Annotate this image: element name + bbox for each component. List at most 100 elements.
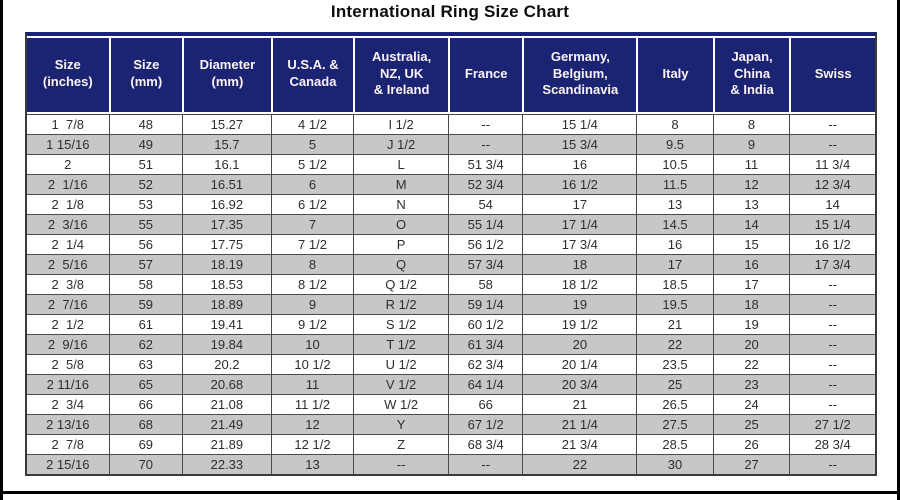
table-cell: -- <box>789 394 875 414</box>
table-cell: -- <box>789 274 875 294</box>
table-cell: 2 7/8 <box>27 434 109 454</box>
table-cell: 19.84 <box>182 334 271 354</box>
table-cell: 2 1/16 <box>27 174 109 194</box>
table-cell: 23 <box>712 374 790 394</box>
table-cell: 19.41 <box>182 314 271 334</box>
table-cell: 7 <box>270 214 354 234</box>
table-cell: 10.5 <box>636 154 713 174</box>
table-cell: 18.5 <box>636 274 713 294</box>
table-header: Size (inches) Size (mm) Diameter (mm) U.S.A… <box>27 36 875 114</box>
table-cell: 15 <box>712 234 790 254</box>
table-cell: 51 3/4 <box>447 154 523 174</box>
table-cell: 9 <box>712 134 790 154</box>
header-cell: Diameter (mm) <box>182 36 271 114</box>
table-cell: T 1/2 <box>353 334 448 354</box>
table-cell: 15.7 <box>182 134 271 154</box>
table-cell: 22 <box>636 334 713 354</box>
table-cell: 17 1/4 <box>522 214 637 234</box>
table-cell: 6 1/2 <box>270 194 354 214</box>
table-cell: 55 1/4 <box>447 214 523 234</box>
table-cell: 57 <box>108 254 183 274</box>
table-cell: Q 1/2 <box>353 274 448 294</box>
table-cell: S 1/2 <box>353 314 448 334</box>
table-cell: 66 <box>447 394 523 414</box>
table-row: 2 7/16 59 18.89 9 R 1/2 59 1/4 19 19.5 18 -- <box>27 294 875 314</box>
table-row: 1 15/16 49 15.7 5 J 1/2 -- 15 3/4 9.5 9 -- <box>27 134 875 154</box>
table-cell: 6 <box>270 174 354 194</box>
table-cell: 24 <box>712 394 790 414</box>
table-cell: 57 3/4 <box>447 254 523 274</box>
table-cell: 2 3/16 <box>27 214 109 234</box>
table-cell: 14 <box>712 214 790 234</box>
table-cell: W 1/2 <box>353 394 448 414</box>
table-cell: -- <box>789 114 875 134</box>
table-cell: 16 <box>712 254 790 274</box>
table-cell: -- <box>447 454 523 474</box>
table-cell: 59 1/4 <box>447 294 523 314</box>
table-cell: 18 <box>522 254 637 274</box>
table-cell: 18.89 <box>182 294 271 314</box>
table-cell: 16 <box>522 154 637 174</box>
table-cell: -- <box>789 374 875 394</box>
table-cell: 2 15/16 <box>27 454 109 474</box>
ring-size-table: Size (inches) Size (mm) Diameter (mm) U.S.A… <box>25 32 877 476</box>
table-cell: 13 <box>270 454 354 474</box>
table-cell: 55 <box>108 214 183 234</box>
table-cell: 20 3/4 <box>522 374 637 394</box>
table-cell: 52 3/4 <box>447 174 523 194</box>
header-cell: Australia, NZ, UK & Ireland <box>353 36 448 114</box>
table-cell: 69 <box>108 434 183 454</box>
table-cell: 21.08 <box>182 394 271 414</box>
table-cell: 15.27 <box>182 114 271 134</box>
header-cell: Size (inches) <box>27 36 109 114</box>
table-cell: 22.33 <box>182 454 271 474</box>
table-cell: 67 1/2 <box>447 414 523 434</box>
table-cell: 2 7/16 <box>27 294 109 314</box>
header-cell: Size (mm) <box>108 36 183 114</box>
table-cell: 7 1/2 <box>270 234 354 254</box>
table-cell: 11 3/4 <box>789 154 875 174</box>
table-cell: 11.5 <box>636 174 713 194</box>
table-cell: L <box>353 154 448 174</box>
table-cell: 70 <box>108 454 183 474</box>
table-cell: R 1/2 <box>353 294 448 314</box>
table-cell: 21.89 <box>182 434 271 454</box>
table-cell: 21 1/4 <box>522 414 637 434</box>
table-cell: 17.35 <box>182 214 271 234</box>
table-cell: 16 <box>636 234 713 254</box>
table-cell: 2 1/2 <box>27 314 109 334</box>
table-cell: 19.5 <box>636 294 713 314</box>
table-row: 2 5/16 57 18.19 8 Q 57 3/4 18 17 16 17 3/4 <box>27 254 875 274</box>
table-cell: 27.5 <box>636 414 713 434</box>
table-cell: 65 <box>108 374 183 394</box>
table-cell: 20 <box>522 334 637 354</box>
table-cell: 30 <box>636 454 713 474</box>
table-row: 1 7/8 48 15.27 4 1/2 I 1/2 -- 15 1/4 8 8 -- <box>27 114 875 134</box>
table-cell: 59 <box>108 294 183 314</box>
table-cell: 14 <box>789 194 875 214</box>
table-row: 2 11/16 65 20.68 11 V 1/2 64 1/4 20 3/4 25 23 -- <box>27 374 875 394</box>
table-cell: -- <box>353 454 448 474</box>
table-cell: 12 3/4 <box>789 174 875 194</box>
table-cell: P <box>353 234 448 254</box>
table-cell: 8 <box>270 254 354 274</box>
table-cell: 66 <box>108 394 183 414</box>
table-cell: 2 5/16 <box>27 254 109 274</box>
table-cell: 9 1/2 <box>270 314 354 334</box>
table-row: 2 1/4 56 17.75 7 1/2 P 56 1/2 17 3/4 16 15 16 1/2 <box>27 234 875 254</box>
table-cell: 12 <box>270 414 354 434</box>
table-cell: 15 1/4 <box>789 214 875 234</box>
table-cell: 2 3/4 <box>27 394 109 414</box>
table-cell: 13 <box>636 194 713 214</box>
table-cell: 14.5 <box>636 214 713 234</box>
table-cell: 5 1/2 <box>270 154 354 174</box>
table-row: 2 3/16 55 17.35 7 O 55 1/4 17 1/4 14.5 14 15 1/4 <box>27 214 875 234</box>
table-cell: 26 <box>712 434 790 454</box>
table-body: 1 7/8 48 15.27 4 1/2 I 1/2 -- 15 1/4 8 8 -- 1 15/1… <box>27 114 875 474</box>
header-cell: Swiss <box>789 36 875 114</box>
table-cell: I 1/2 <box>353 114 448 134</box>
table-cell: 20 <box>712 334 790 354</box>
table-row: 2 1/16 52 16.51 6 M 52 3/4 16 1/2 11.5 12 12 3/4 <box>27 174 875 194</box>
table-cell: Y <box>353 414 448 434</box>
table-cell: 2 <box>27 154 109 174</box>
